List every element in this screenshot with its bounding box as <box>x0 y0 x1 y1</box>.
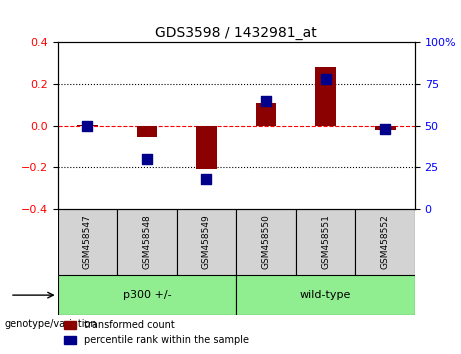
Text: GSM458549: GSM458549 <box>202 215 211 269</box>
Point <box>84 123 91 129</box>
Text: GSM458548: GSM458548 <box>142 215 152 269</box>
Bar <box>136 126 157 137</box>
Bar <box>196 126 217 169</box>
FancyBboxPatch shape <box>58 275 236 315</box>
Point <box>143 156 151 162</box>
Text: genotype/variation: genotype/variation <box>5 319 97 329</box>
Bar <box>77 125 98 126</box>
Bar <box>255 103 277 126</box>
Text: GSM458552: GSM458552 <box>381 215 390 269</box>
Bar <box>315 67 336 126</box>
FancyBboxPatch shape <box>58 209 117 275</box>
Point <box>381 126 389 132</box>
Text: GSM458547: GSM458547 <box>83 215 92 269</box>
FancyBboxPatch shape <box>355 209 415 275</box>
Text: wild-type: wild-type <box>300 290 351 300</box>
Legend: transformed count, percentile rank within the sample: transformed count, percentile rank withi… <box>60 316 253 349</box>
Point <box>262 98 270 103</box>
Title: GDS3598 / 1432981_at: GDS3598 / 1432981_at <box>155 26 317 40</box>
FancyBboxPatch shape <box>117 209 177 275</box>
FancyBboxPatch shape <box>177 209 236 275</box>
Text: p300 +/-: p300 +/- <box>123 290 171 300</box>
FancyBboxPatch shape <box>236 209 296 275</box>
FancyBboxPatch shape <box>296 209 355 275</box>
Point <box>203 176 210 182</box>
Point <box>322 76 329 82</box>
FancyBboxPatch shape <box>236 275 415 315</box>
Text: GSM458551: GSM458551 <box>321 215 330 269</box>
Text: GSM458550: GSM458550 <box>261 215 271 269</box>
Bar <box>375 126 396 130</box>
